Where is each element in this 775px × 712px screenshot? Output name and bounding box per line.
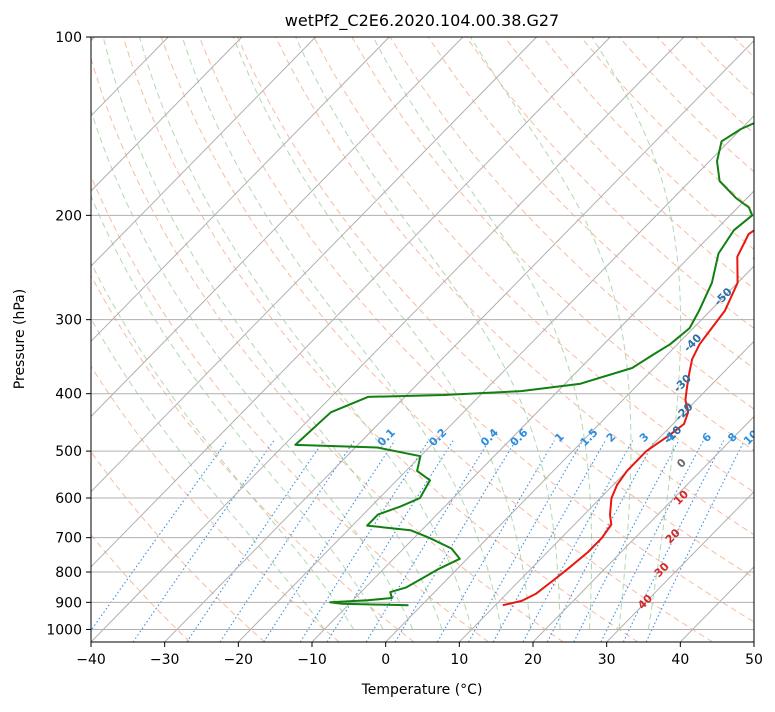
y-tick-label: 100 — [55, 30, 82, 46]
x-axis-label: Temperature (°C) — [361, 682, 483, 698]
x-tick-label: 50 — [745, 652, 763, 668]
x-tick-label: −20 — [224, 652, 254, 668]
y-tick-label: 700 — [55, 531, 82, 547]
y-tick-label: 500 — [55, 444, 82, 460]
y-tick-label: 1000 — [46, 622, 82, 638]
x-tick-label: 40 — [671, 652, 689, 668]
x-tick-label: 0 — [381, 652, 390, 668]
x-tick-label: 10 — [450, 652, 468, 668]
y-tick-label: 200 — [55, 208, 82, 224]
x-tick-label: −30 — [150, 652, 180, 668]
y-tick-label: 900 — [55, 595, 82, 611]
y-axis-label: Pressure (hPa) — [12, 289, 28, 389]
chart-title: wetPf2_C2E6.2020.104.00.38.G27 — [285, 11, 559, 31]
y-tick-label: 800 — [55, 565, 82, 581]
x-tick-label: 30 — [598, 652, 616, 668]
y-tick-label: 400 — [55, 387, 82, 403]
x-tick-label: −40 — [76, 652, 106, 668]
x-tick-label: 20 — [524, 652, 542, 668]
x-tick-label: −10 — [297, 652, 327, 668]
y-tick-label: 300 — [55, 313, 82, 329]
y-tick-label: 600 — [55, 491, 82, 507]
